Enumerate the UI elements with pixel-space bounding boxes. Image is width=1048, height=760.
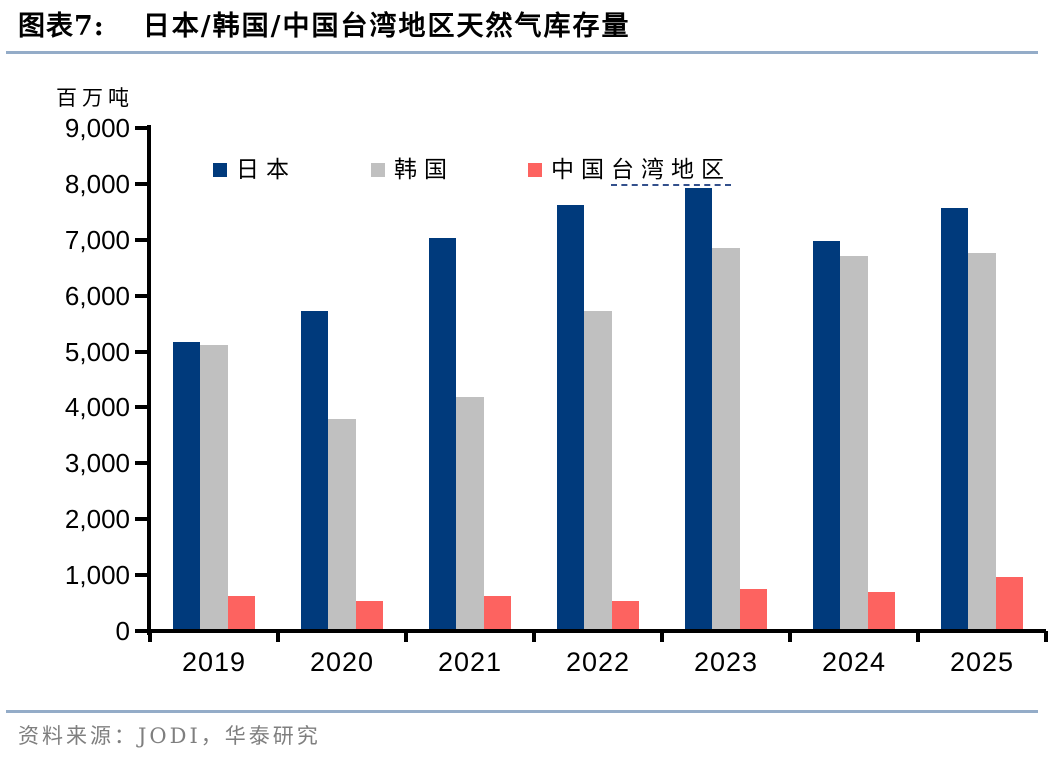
bar-taiwan-2025 xyxy=(995,577,1023,631)
y-axis-line xyxy=(147,125,151,635)
chart-title-label: 图表7: xyxy=(18,11,105,42)
legend-label-japan: 日本 xyxy=(236,157,296,183)
bar-taiwan-2022 xyxy=(611,600,639,631)
x-axis-label-2023: 2023 xyxy=(693,647,759,677)
legend-label-taiwan-prefix: 中国 xyxy=(551,157,611,183)
legend-item-taiwan: 中国台湾地区 xyxy=(528,157,731,186)
y-axis-tick-label: 1,000 xyxy=(64,560,130,591)
y-axis-tick xyxy=(135,405,147,410)
y-axis-tick xyxy=(135,573,147,578)
x-axis-label-2020: 2020 xyxy=(309,647,375,677)
bar-korea-2020 xyxy=(328,418,356,631)
x-axis-tick xyxy=(1044,631,1048,642)
x-axis-label-2022: 2022 xyxy=(565,647,631,677)
y-axis-tick-label: 3,000 xyxy=(64,448,130,479)
y-axis-tick xyxy=(135,517,147,522)
y-axis-tick-label: 8,000 xyxy=(64,168,130,199)
bar-taiwan-2020 xyxy=(355,600,383,631)
x-axis-label-2021: 2021 xyxy=(437,647,503,677)
y-axis-tick xyxy=(135,293,147,298)
legend-item-korea: 韩国 xyxy=(371,157,454,183)
chart-title-text: 日本/韩国/中国台湾地区天然气库存量 xyxy=(142,11,631,42)
bar-taiwan-2019 xyxy=(227,596,255,631)
y-axis-tick xyxy=(135,126,147,130)
bar-korea-2022 xyxy=(584,310,612,631)
x-axis-tick xyxy=(532,631,536,642)
bar-japan-2022 xyxy=(557,205,585,631)
y-axis-tick-label: 7,000 xyxy=(64,224,130,255)
y-axis-unit-label: 百万吨 xyxy=(56,86,134,110)
x-axis-tick xyxy=(148,631,152,642)
legend-swatch-taiwan xyxy=(528,163,542,177)
bar-japan-2019 xyxy=(173,342,201,631)
bar-taiwan-2023 xyxy=(739,589,767,631)
bar-japan-2025 xyxy=(941,207,969,631)
x-axis-tick xyxy=(404,631,408,642)
x-axis-tick xyxy=(916,631,920,642)
legend-item-japan: 日本 xyxy=(213,157,296,183)
bar-japan-2024 xyxy=(813,240,841,631)
x-axis-line xyxy=(147,629,1046,633)
y-axis-tick-label: 5,000 xyxy=(64,336,130,367)
y-axis-tick xyxy=(135,461,147,466)
bar-japan-2020 xyxy=(301,310,329,631)
y-axis-tick xyxy=(135,181,147,186)
bar-korea-2021 xyxy=(456,397,484,631)
bar-korea-2019 xyxy=(200,345,228,631)
y-axis-tick-label: 4,000 xyxy=(64,392,130,423)
x-axis-tick xyxy=(276,631,280,642)
y-axis-tick xyxy=(135,237,147,242)
bar-taiwan-2024 xyxy=(867,591,895,631)
bar-korea-2024 xyxy=(840,255,868,631)
title-divider xyxy=(6,51,1038,54)
legend-label-korea: 韩国 xyxy=(394,157,454,183)
bar-korea-2025 xyxy=(968,253,996,631)
y-axis-tick-label: 9,000 xyxy=(64,113,130,143)
chart-title: 图表7: 日本/韩国/中国台湾地区天然气库存量 xyxy=(18,8,1028,46)
y-axis-tick xyxy=(135,349,147,354)
bar-korea-2023 xyxy=(712,248,740,631)
x-axis-label-2019: 2019 xyxy=(181,647,247,677)
x-axis-label-2024: 2024 xyxy=(821,647,887,677)
legend-swatch-korea xyxy=(371,163,385,177)
y-axis-tick-label: 0 xyxy=(115,616,130,646)
plot-area: 0 1,000 2,000 3,000 4,000 5,000 6,000 7,000 8,00… xyxy=(0,56,1048,686)
legend-label-taiwan: 中国台湾地区 xyxy=(551,157,731,186)
y-axis-tick-label: 2,000 xyxy=(64,504,130,535)
source-divider xyxy=(6,710,1038,713)
y-axis-tick xyxy=(135,629,147,633)
x-axis-label-2025: 2025 xyxy=(949,647,1015,677)
y-axis-tick-label: 6,000 xyxy=(64,280,130,311)
bar-chart: 百万吨 0 1,000 2,000 3,000 4,000 5,000 6,000 7,000… xyxy=(0,56,1048,686)
source-note: 资料来源：JODI，华泰研究 xyxy=(18,724,321,748)
bar-taiwan-2021 xyxy=(483,595,511,631)
legend-swatch-japan xyxy=(213,163,227,177)
x-axis-tick xyxy=(788,631,792,642)
x-axis-tick xyxy=(660,631,664,642)
bar-japan-2021 xyxy=(429,238,457,631)
bar-japan-2023 xyxy=(685,187,713,631)
legend-label-taiwan-underlined: 台湾地区 xyxy=(611,157,731,186)
